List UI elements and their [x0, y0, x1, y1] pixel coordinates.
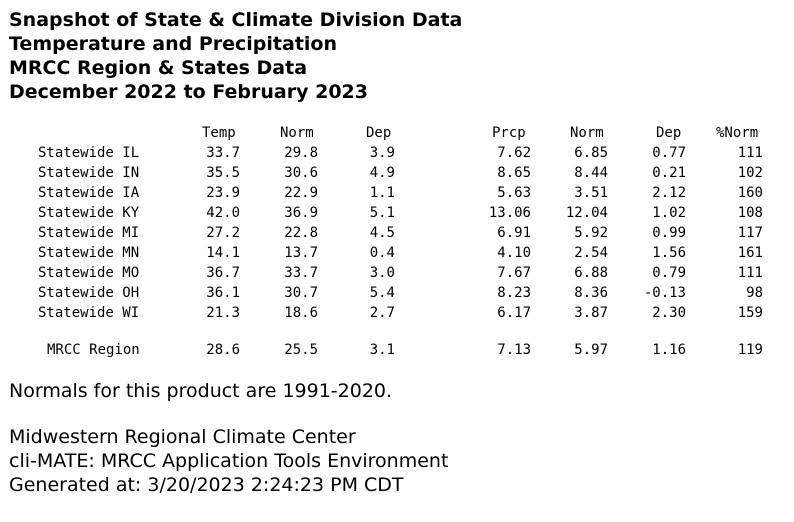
table-row-6-pct-norm-value: 111 [737, 265, 763, 281]
table-row-7-prcp-value: 8.23 [497, 285, 531, 301]
table-row-0-prcp-norm-value: 6.85 [574, 145, 608, 161]
region-row-pct-norm-value: 119 [737, 342, 763, 358]
table-row-3-prcp-value: 13.06 [488, 205, 531, 221]
region-row-prcp-norm-value: 5.97 [574, 342, 608, 358]
normals-note: Normals for this product are 1991-2020. [9, 380, 393, 402]
region-row-prcp-value: 7.13 [497, 342, 531, 358]
table-row-8-prcp-value: 6.17 [497, 305, 531, 321]
table-row-1-pct-norm-value: 102 [737, 165, 763, 181]
table-row-1-state-name: Statewide IN [38, 165, 140, 181]
table-row-3-temp-norm-value: 36.9 [284, 205, 318, 221]
table-row-3-prcp-norm-value: 12.04 [565, 205, 608, 221]
table-row-2-prcp-dep-value: 2.12 [652, 185, 686, 201]
table-row-6-temp-dep-value: 3.0 [369, 265, 395, 281]
table-row-0-pct-norm-value: 111 [737, 145, 763, 161]
table-row-4-state-name: Statewide MI [38, 225, 140, 241]
table-row-2-temp-dep-value: 1.1 [369, 185, 395, 201]
table-row-2-pct-norm-value: 160 [737, 185, 763, 201]
table-row-2-temp-norm-value: 22.9 [284, 185, 318, 201]
table-row-7-prcp-dep-value: -0.13 [643, 285, 686, 301]
table-row-3-temp-value: 42.0 [206, 205, 240, 221]
title-line-4: December 2022 to February 2023 [9, 81, 368, 103]
table-row-4-prcp-norm-value: 5.92 [574, 225, 608, 241]
table-row-7-temp-norm-value: 30.7 [284, 285, 318, 301]
table-row-6-state-name: Statewide MO [38, 265, 140, 281]
table-row-0-prcp-dep-value: 0.77 [652, 145, 686, 161]
table-row-8-pct-norm-value: 159 [737, 305, 763, 321]
table-row-4-temp-value: 27.2 [206, 225, 240, 241]
table-row-5-pct-norm-value: 161 [737, 245, 763, 261]
table-row-8-temp-value: 21.3 [206, 305, 240, 321]
table-row-1-prcp-norm-value: 8.44 [574, 165, 608, 181]
table-row-3-state-name: Statewide KY [38, 205, 140, 221]
table-row-0-temp-norm-value: 29.8 [284, 145, 318, 161]
table-row-7-prcp-norm-value: 8.36 [574, 285, 608, 301]
table-row-2-temp-value: 23.9 [206, 185, 240, 201]
header-pct-norm: %Norm [716, 125, 759, 141]
table-row-1-prcp-value: 8.65 [497, 165, 531, 181]
header-prcp-norm: Norm [570, 125, 604, 141]
table-row-1-temp-dep-value: 4.9 [369, 165, 395, 181]
table-row-4-pct-norm-value: 117 [737, 225, 763, 241]
report-title: Snapshot of State & Climate Division Dat… [9, 8, 462, 104]
generated-timestamp: Generated at: 3/20/2023 2:24:23 PM CDT [9, 474, 404, 496]
title-line-1: Snapshot of State & Climate Division Dat… [9, 9, 463, 31]
table-row-6-prcp-value: 7.67 [497, 265, 531, 281]
table-row-8-prcp-dep-value: 2.30 [652, 305, 686, 321]
table-row-5-temp-value: 14.1 [206, 245, 240, 261]
table-row-7-temp-value: 36.1 [206, 285, 240, 301]
table-row-5-prcp-dep-value: 1.56 [652, 245, 686, 261]
header-temp-dep: Dep [366, 125, 392, 141]
region-row-temp-value: 28.6 [206, 342, 240, 358]
table-row-7-state-name: Statewide OH [38, 285, 140, 301]
region-row-state-name: MRCC Region [47, 342, 140, 358]
table-row-0-prcp-value: 7.62 [497, 145, 531, 161]
table-row-5-state-name: Statewide MN [38, 245, 140, 261]
tool-name: cli-MATE: MRCC Application Tools Environ… [9, 450, 449, 472]
table-row-1-temp-norm-value: 30.6 [284, 165, 318, 181]
table-row-3-prcp-dep-value: 1.02 [652, 205, 686, 221]
table-row-0-state-name: Statewide IL [38, 145, 140, 161]
table-row-0-temp-value: 33.7 [206, 145, 240, 161]
table-row-8-prcp-norm-value: 3.87 [574, 305, 608, 321]
table-row-1-temp-value: 35.5 [206, 165, 240, 181]
table-row-6-temp-value: 36.7 [206, 265, 240, 281]
table-row-1-prcp-dep-value: 0.21 [652, 165, 686, 181]
region-row-temp-dep-value: 3.1 [369, 342, 395, 358]
table-row-3-pct-norm-value: 108 [737, 205, 763, 221]
table-row-4-temp-dep-value: 4.5 [369, 225, 395, 241]
table-row-2-prcp-value: 5.63 [497, 185, 531, 201]
table-row-6-prcp-dep-value: 0.79 [652, 265, 686, 281]
table-row-4-prcp-value: 6.91 [497, 225, 531, 241]
header-prcp-dep: Dep [656, 125, 682, 141]
table-row-7-temp-dep-value: 5.4 [369, 285, 395, 301]
table-row-5-prcp-norm-value: 2.54 [574, 245, 608, 261]
org-name: Midwestern Regional Climate Center [9, 426, 356, 448]
table-row-3-temp-dep-value: 5.1 [369, 205, 395, 221]
region-row-temp-norm-value: 25.5 [284, 342, 318, 358]
table-row-5-prcp-value: 4.10 [497, 245, 531, 261]
table-row-6-prcp-norm-value: 6.88 [574, 265, 608, 281]
table-row-4-prcp-dep-value: 0.99 [652, 225, 686, 241]
table-row-5-temp-norm-value: 13.7 [284, 245, 318, 261]
region-row-prcp-dep-value: 1.16 [652, 342, 686, 358]
header-temp: Temp [202, 125, 236, 141]
table-row-2-prcp-norm-value: 3.51 [574, 185, 608, 201]
table-row-4-temp-norm-value: 22.8 [284, 225, 318, 241]
table-row-8-temp-norm-value: 18.6 [284, 305, 318, 321]
table-row-2-state-name: Statewide IA [38, 185, 140, 201]
header-prcp: Prcp [492, 125, 526, 141]
table-row-8-temp-dep-value: 2.7 [369, 305, 395, 321]
header-temp-norm: Norm [280, 125, 314, 141]
table-row-8-state-name: Statewide WI [38, 305, 140, 321]
title-line-2: Temperature and Precipitation [9, 33, 337, 55]
table-row-6-temp-norm-value: 33.7 [284, 265, 318, 281]
table-row-0-temp-dep-value: 3.9 [369, 145, 395, 161]
title-line-3: MRCC Region & States Data [9, 57, 308, 79]
table-row-5-temp-dep-value: 0.4 [369, 245, 395, 261]
table-row-7-pct-norm-value: 98 [746, 285, 763, 301]
